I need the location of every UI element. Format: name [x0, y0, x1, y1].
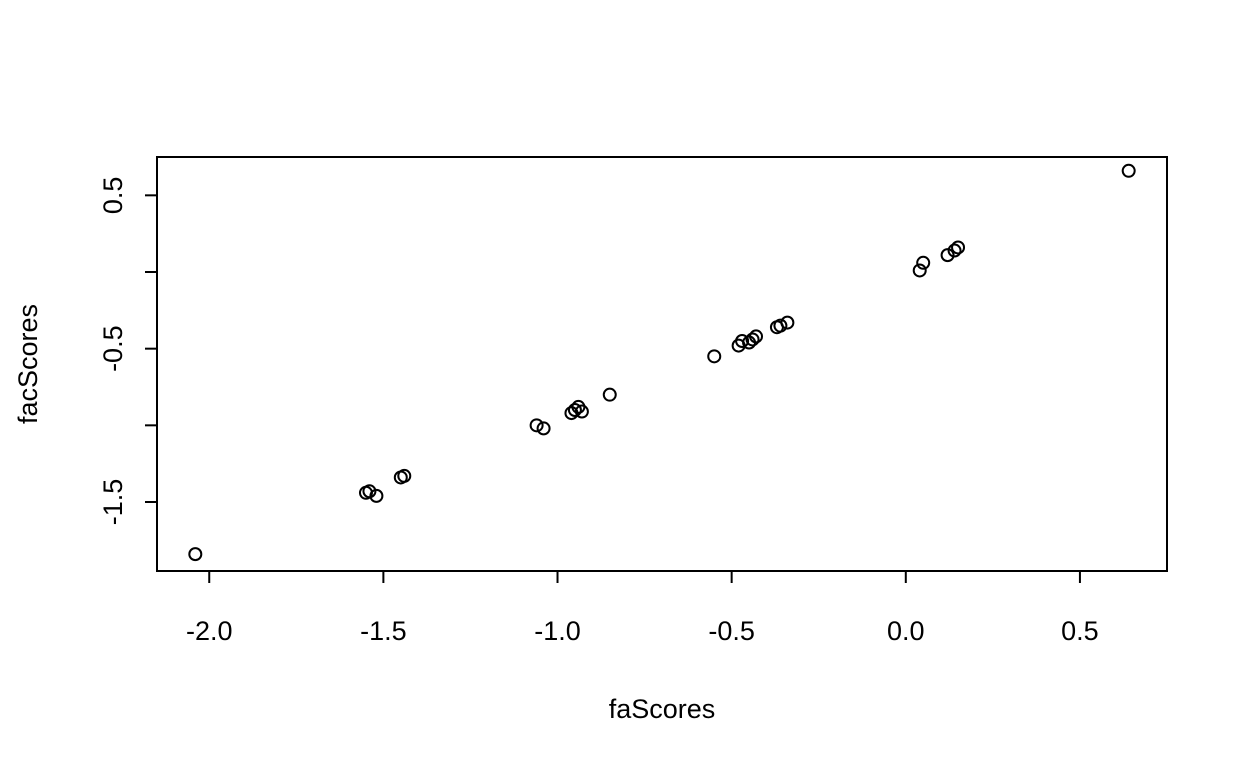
data-point [947, 243, 962, 258]
x-tick-label: -2.0 [186, 616, 233, 646]
data-point [1121, 163, 1136, 178]
plot-frame [156, 156, 1168, 572]
data-point [536, 421, 551, 436]
data-point [745, 332, 760, 347]
data-points [188, 163, 1136, 562]
data-point [369, 488, 384, 503]
data-point [397, 468, 412, 483]
data-point [749, 329, 764, 344]
x-axis-title: faScores [609, 694, 716, 724]
data-point [707, 349, 722, 364]
data-point [912, 263, 927, 278]
y-tick-label: 0.5 [98, 177, 128, 215]
x-tick-label: -1.5 [360, 616, 407, 646]
data-point [529, 418, 544, 433]
data-point [916, 255, 931, 270]
data-point [362, 484, 377, 499]
y-axis: -1.5 -0.5 0.5 [98, 177, 158, 526]
y-tick-label: -0.5 [98, 325, 128, 372]
data-point [735, 334, 750, 348]
data-point [602, 387, 617, 402]
data-point [567, 403, 582, 417]
y-axis-title: facScores [13, 304, 43, 424]
x-tick-label: 0.5 [1061, 616, 1099, 646]
data-point [940, 248, 955, 263]
x-axis: -2.0 -1.5 -1.0 -0.5 0.0 0.5 [186, 570, 1099, 646]
x-tick-label: 0.0 [887, 616, 925, 646]
x-tick-label: -1.0 [534, 616, 581, 646]
data-point [780, 315, 795, 330]
data-point [951, 240, 966, 255]
x-tick-label: -0.5 [708, 616, 755, 646]
data-point [188, 547, 203, 562]
y-tick-label: -1.5 [98, 479, 128, 526]
data-point [574, 404, 589, 419]
data-point [773, 318, 788, 333]
